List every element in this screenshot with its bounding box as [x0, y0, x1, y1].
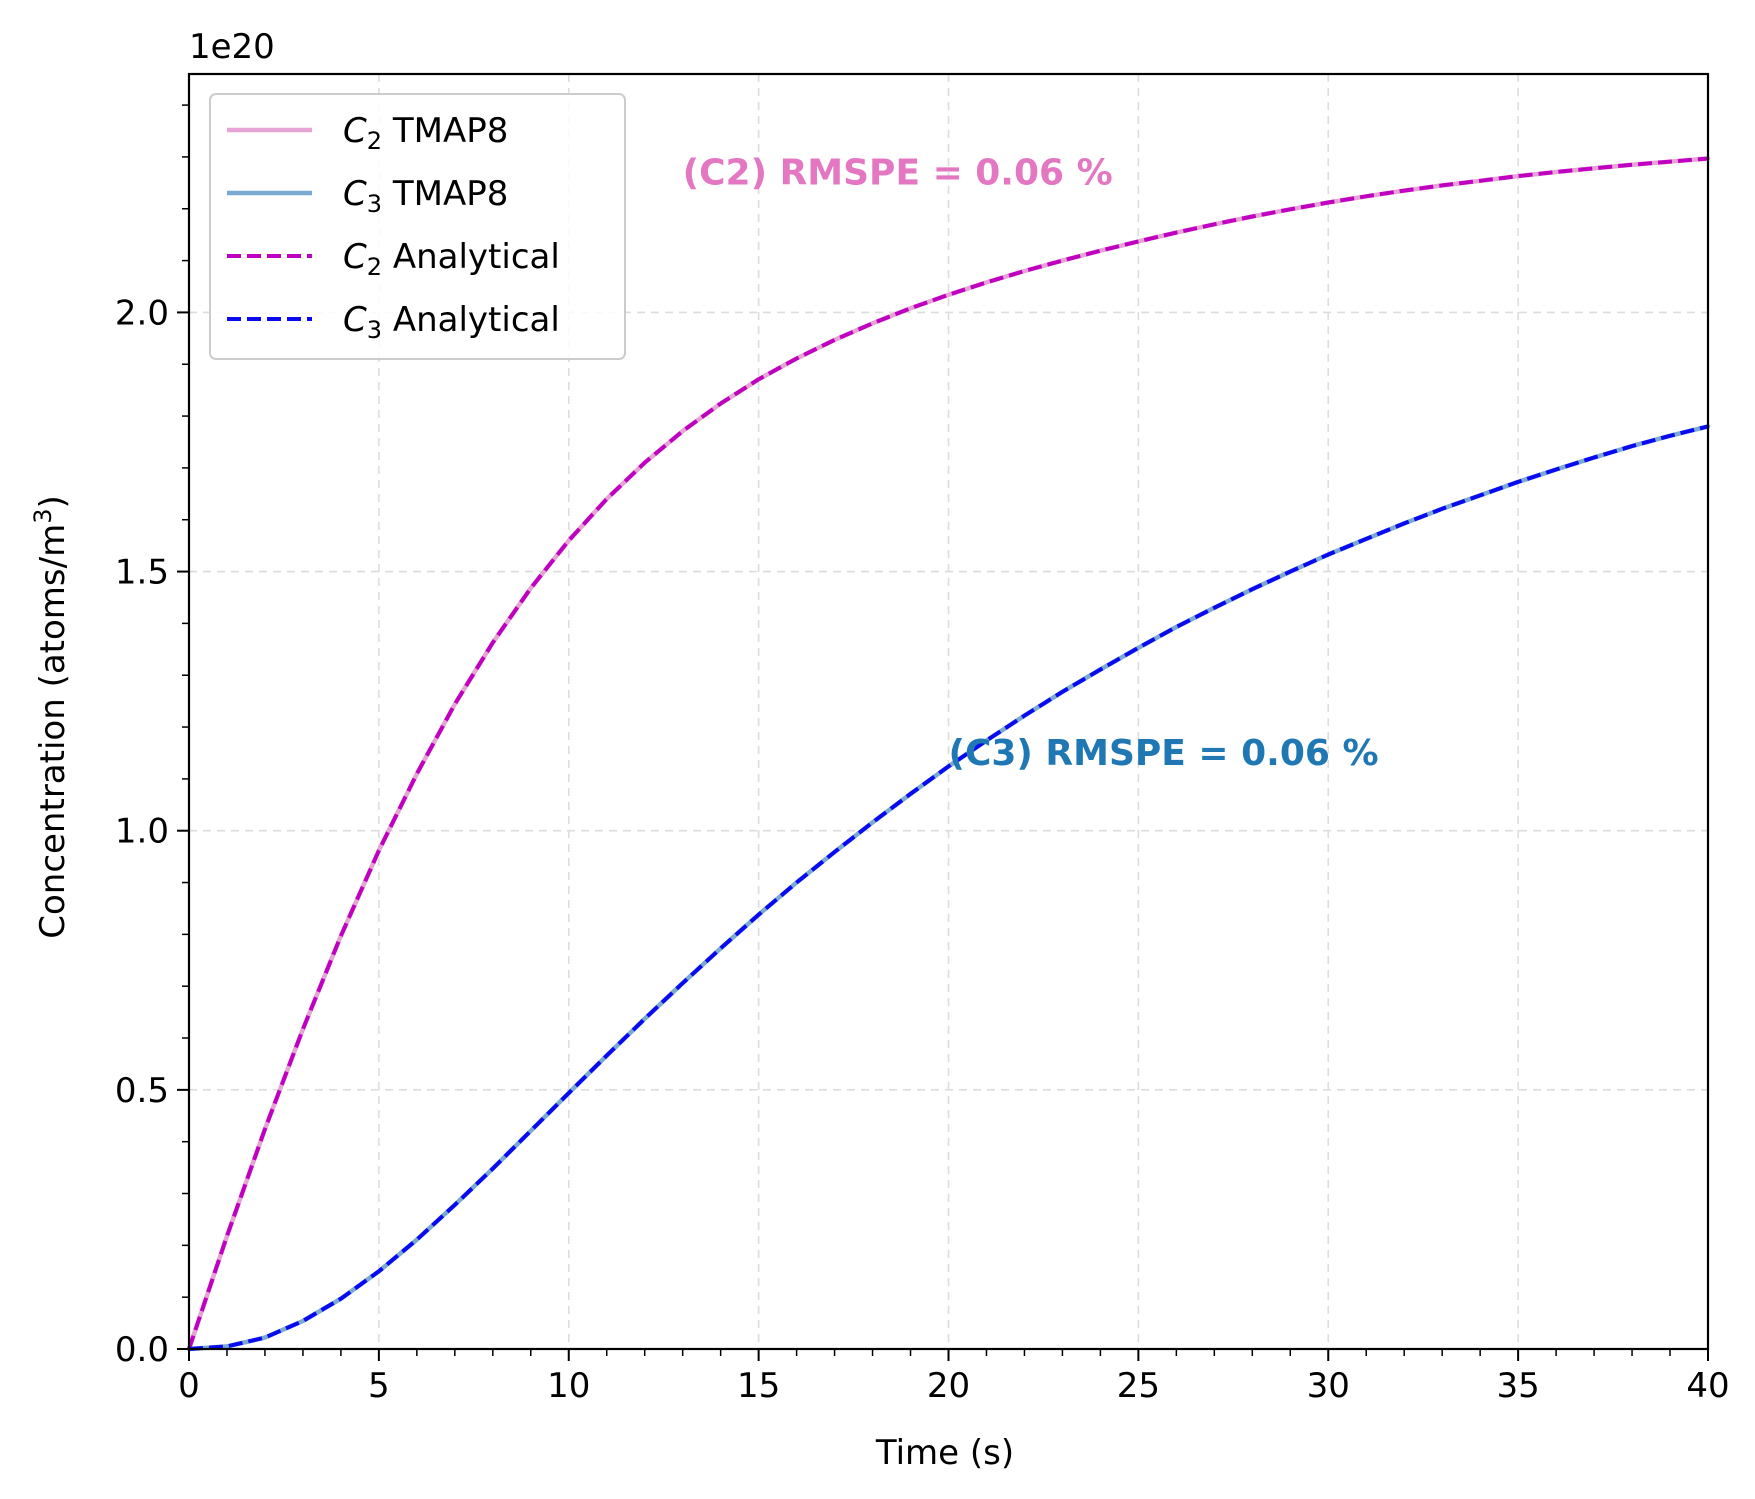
y-axis-title-close: )	[33, 495, 73, 508]
y-tick-label: 0.5	[115, 1071, 169, 1111]
series-line-2	[187, 156, 1709, 1350]
x-tick-label: 30	[1307, 1366, 1350, 1406]
legend-label-1: C3 TMAP8	[343, 174, 508, 218]
legend-var: C	[343, 174, 367, 214]
x-tick-label: 25	[1117, 1366, 1160, 1406]
y-tick-label: 0.0	[115, 1330, 169, 1370]
x-tick-label: 15	[737, 1366, 780, 1406]
series-lines	[186, 156, 1711, 1352]
annotation-c3-rmspe: (C3) RMSPE = 0.06 %	[949, 733, 1379, 774]
x-tick-label: 10	[547, 1366, 590, 1406]
legend-label-0: C2 TMAP8	[343, 111, 508, 155]
annotations: (C2) RMSPE = 0.06 % (C3) RMSPE = 0.06 %	[683, 152, 1379, 773]
y-axis-title-superscript: 3	[29, 509, 57, 524]
legend-label-2: C2 Analytical	[343, 237, 560, 281]
legend-name: TMAP8	[382, 111, 508, 151]
legend-subscript: 2	[367, 127, 382, 155]
legend-subscript: 3	[367, 316, 382, 344]
legend-name: Analytical	[382, 300, 560, 340]
y-axis-title: Concentration (atoms/m3)	[29, 495, 73, 939]
x-tick-label: 35	[1496, 1366, 1539, 1406]
series-line-3	[188, 424, 1709, 1351]
axis-ticks: 0 5 10 15 20 25 30 35 40 0.0 0.5 1.0 1.5 2.0	[115, 104, 1730, 1406]
x-axis-title: Time (s)	[875, 1433, 1014, 1473]
legend-var: C	[343, 237, 367, 277]
legend-subscript: 2	[367, 253, 382, 281]
legend-name: Analytical	[382, 237, 560, 277]
legend-label-3: C3 Analytical	[343, 300, 560, 344]
x-tick-label: 20	[927, 1366, 970, 1406]
x-tick-label: 5	[368, 1366, 390, 1406]
x-tick-label: 40	[1686, 1366, 1729, 1406]
y-axis-title-main: Concentration (atoms/m	[33, 524, 73, 939]
y-tick-label: 1.0	[115, 812, 169, 852]
legend-var: C	[343, 300, 367, 340]
y-offset-text: 1e20	[189, 27, 275, 67]
legend-var: C	[343, 111, 367, 151]
legend-subscript: 3	[367, 190, 382, 218]
x-tick-label: 0	[178, 1366, 200, 1406]
y-tick-label: 1.5	[115, 553, 169, 593]
legend-box	[209, 93, 626, 360]
y-tick-label: 2.0	[115, 293, 169, 333]
annotation-c2-rmspe: (C2) RMSPE = 0.06 %	[683, 152, 1113, 193]
legend-name: TMAP8	[382, 174, 508, 214]
